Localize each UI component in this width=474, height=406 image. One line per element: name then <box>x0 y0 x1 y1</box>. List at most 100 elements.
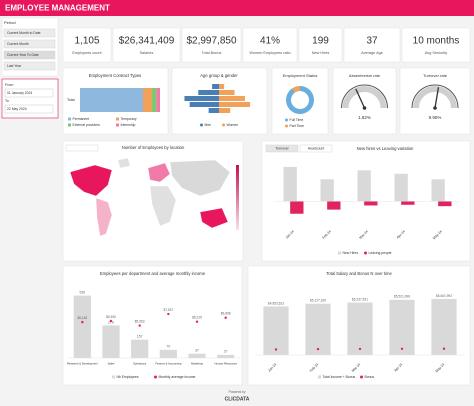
data-label: 70 <box>166 345 170 349</box>
kpi-label: Total Bonus <box>202 51 222 55</box>
gauge-needle <box>355 88 366 109</box>
date-input[interactable] <box>4 88 54 98</box>
bar <box>283 166 297 202</box>
chart-title: Age group & gender <box>200 73 238 78</box>
chart-title: Total Salary and Bonus N over time <box>326 271 392 276</box>
chart-title: Employment Status <box>283 73 318 78</box>
tab[interactable] <box>265 144 299 153</box>
kpi-label: Employees count <box>72 51 102 55</box>
data-label: $6,148 <box>77 316 87 320</box>
data-label: 279 <box>108 320 114 324</box>
data-label: 27 <box>224 350 228 354</box>
dot <box>442 347 446 350</box>
filter-button[interactable] <box>3 39 56 49</box>
legend-label: Internship <box>121 123 136 127</box>
panel <box>343 27 401 63</box>
legend-swatch <box>285 124 288 128</box>
legend-swatch <box>116 123 119 127</box>
gauge-track <box>413 86 457 109</box>
tab[interactable] <box>299 144 333 153</box>
bar <box>305 303 331 355</box>
kpi-label: Salaries <box>140 51 154 55</box>
bar <box>438 201 452 207</box>
kpi-value: 199 <box>312 36 329 47</box>
donut-slice <box>285 86 314 114</box>
chart-title: Employment Contract Types <box>89 73 142 78</box>
kpi-value: $26,341,409 <box>119 36 175 47</box>
panel <box>332 67 397 135</box>
legend-label: Leaving people <box>369 251 392 255</box>
bar <box>217 354 235 358</box>
legend-label: Men <box>205 123 212 127</box>
x-tick-label: Mar-24 <box>351 362 362 373</box>
footer-brand: CLICDATA <box>225 396 250 402</box>
bar <box>290 201 304 214</box>
x-tick-label: Marketing <box>191 362 203 366</box>
legend-label: Bonus <box>365 375 375 379</box>
data-label: $6,225 <box>192 316 202 320</box>
bar <box>219 96 245 101</box>
data-label: 535 <box>79 290 85 294</box>
x-tick-label: Mar-24 <box>358 229 369 240</box>
gauge-value: 1.82% <box>358 115 371 120</box>
map-region <box>147 162 171 183</box>
panel <box>401 27 471 63</box>
legend-label: Permanent <box>73 117 90 121</box>
donut-slice <box>292 86 300 93</box>
map-region <box>169 159 231 197</box>
legend-label: Total Income + Bonus <box>323 375 356 379</box>
x-tick-label: May-24 <box>435 362 446 373</box>
legend-swatch <box>338 251 341 255</box>
legend-swatch <box>364 251 367 255</box>
bar <box>208 108 219 113</box>
map-color-scale <box>236 165 239 230</box>
bar <box>198 90 219 95</box>
legend-swatch <box>222 123 225 127</box>
panel <box>242 27 298 63</box>
date-input[interactable] <box>4 104 54 114</box>
bar <box>357 170 371 202</box>
gauge-value: 9.95% <box>429 115 442 120</box>
kpi-value: 37 <box>366 36 378 47</box>
data-label: $6,898 <box>221 312 231 316</box>
bar <box>219 90 235 95</box>
bar <box>263 306 289 355</box>
date-label: From <box>5 83 13 87</box>
kpi-label: Avg Seniority <box>425 51 447 55</box>
data-label: $5,237,531 <box>352 297 368 301</box>
x-tick-label: Feb-24 <box>321 229 332 240</box>
gauge-hub <box>433 106 437 110</box>
kpi-value: $2,997,850 <box>186 36 236 47</box>
data-label: $5,601,992 <box>436 294 452 298</box>
map-dropdown[interactable] <box>65 144 99 152</box>
kpi-value: 10 months <box>413 36 460 47</box>
panel <box>62 27 112 63</box>
kpi-label: Average Age <box>361 51 383 55</box>
legend-swatch <box>112 375 115 379</box>
bar <box>219 102 251 107</box>
x-tick-label: Sales <box>108 362 115 366</box>
x-tick-label: Apr-24 <box>396 229 406 239</box>
chart-title: Turnover rate <box>423 73 448 78</box>
dot <box>109 319 113 323</box>
x-tick-label: Jan-24 <box>267 362 277 372</box>
x-tick-label: Feb-24 <box>309 362 320 373</box>
bar-segment <box>80 88 143 112</box>
data-label: $5,563 <box>135 319 145 323</box>
kpi-value: 41% <box>260 36 280 47</box>
bar <box>320 179 334 202</box>
dot <box>167 312 170 316</box>
filter-button[interactable] <box>3 28 56 38</box>
x-tick-label: Operations <box>133 362 147 366</box>
dot <box>224 316 227 319</box>
chart-title: New hires vs Leaving variation <box>357 146 414 151</box>
bar-segment <box>152 88 157 112</box>
date-value: 01 January 2024 <box>7 91 32 95</box>
bar <box>327 201 341 210</box>
data-label: 157 <box>137 335 143 339</box>
legend-label: Part Time <box>290 124 305 128</box>
filter-button[interactable] <box>3 50 56 60</box>
filter-button[interactable] <box>3 61 56 71</box>
legend-swatch <box>360 375 363 379</box>
x-tick-label: Jan-24 <box>285 229 295 239</box>
